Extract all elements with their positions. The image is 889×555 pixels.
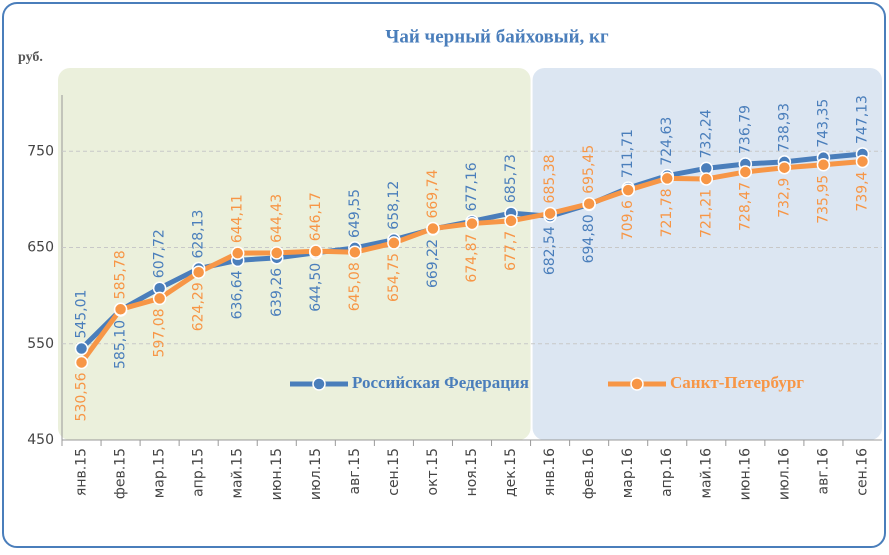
point <box>270 246 284 260</box>
point <box>621 183 635 197</box>
point <box>543 206 557 221</box>
point <box>113 302 128 317</box>
x-tick-label: янв.15 <box>74 448 90 496</box>
data-label: 677,7 <box>503 231 519 271</box>
point <box>660 171 674 186</box>
data-label: 724,63 <box>659 117 675 166</box>
data-label: 644,43 <box>269 194 285 243</box>
x-tick-label: янв.16 <box>542 448 558 496</box>
data-label: 685,73 <box>503 154 519 203</box>
x-tick-label: май.16 <box>698 448 714 499</box>
data-label: 649,55 <box>347 189 363 238</box>
legend-label: Санкт-Петербург <box>670 373 804 392</box>
y-tick-label: 450 <box>27 432 54 448</box>
point <box>230 246 245 260</box>
data-label: 639,26 <box>269 268 285 317</box>
data-label: 624,29 <box>191 282 207 331</box>
data-label: 732,9 <box>776 178 792 218</box>
point <box>504 214 518 228</box>
data-label: 709,6 <box>620 200 636 240</box>
y-tick-label: 650 <box>27 240 54 256</box>
data-label: 585,10 <box>113 320 129 369</box>
x-tick-label: апр.15 <box>191 448 207 497</box>
x-tick-label: дек.15 <box>503 448 519 497</box>
point <box>699 172 714 186</box>
x-tick-label: фев.16 <box>581 448 597 499</box>
legend-marker <box>630 377 644 391</box>
data-label: 728,47 <box>737 182 753 231</box>
point <box>738 165 753 179</box>
point <box>582 197 596 211</box>
chart-title: Чай черный байховый, кг <box>385 26 609 47</box>
data-label: 545,01 <box>74 290 90 339</box>
x-tick-label: май.15 <box>230 448 246 499</box>
point <box>152 291 167 306</box>
x-tick-label: мар.16 <box>620 448 636 498</box>
data-label: 739,4 <box>854 171 870 211</box>
data-label: 735,95 <box>815 175 831 224</box>
point <box>465 216 479 231</box>
point <box>348 245 362 259</box>
x-tick-label: окт.15 <box>425 448 441 495</box>
y-axis-label: руб. <box>18 50 43 65</box>
point <box>426 221 440 236</box>
data-label: 607,72 <box>152 229 168 278</box>
point <box>816 158 831 172</box>
data-label: 530,56 <box>74 372 90 421</box>
x-tick-label: мар.15 <box>152 448 168 498</box>
x-tick-label: сен.16 <box>854 448 870 496</box>
x-tick-label: фев.15 <box>113 448 129 499</box>
y-tick-label: 550 <box>27 336 54 352</box>
data-label: 585,78 <box>113 250 129 299</box>
data-label: 677,16 <box>464 162 480 211</box>
y-tick-label: 750 <box>27 143 54 159</box>
data-label: 644,50 <box>308 263 324 312</box>
data-label: 743,35 <box>815 99 831 148</box>
x-tick-label: июл.15 <box>308 448 324 500</box>
data-label: 628,13 <box>191 210 207 259</box>
data-label: 674,87 <box>464 234 480 283</box>
x-tick-label: авг.15 <box>347 448 363 494</box>
x-tick-label: сен.15 <box>386 448 402 496</box>
point <box>309 244 323 258</box>
x-tick-label: июн.16 <box>737 448 753 500</box>
legend-marker <box>312 377 326 391</box>
point <box>191 265 206 279</box>
data-label: 669,22 <box>425 239 441 288</box>
legend-label: Российская Федерация <box>352 373 529 392</box>
data-label: 669,74 <box>425 169 441 218</box>
data-label: 658,12 <box>386 181 402 230</box>
point <box>777 160 792 175</box>
x-tick-label: авг.16 <box>815 448 831 495</box>
x-tick-label: ноя.15 <box>464 448 480 496</box>
data-label: 685,38 <box>542 154 558 203</box>
data-label: 711,71 <box>620 129 636 178</box>
x-tick-label: июн.15 <box>269 448 285 500</box>
point <box>74 341 89 356</box>
data-label: 654,75 <box>386 253 402 302</box>
data-label: 645,08 <box>347 262 363 311</box>
data-label: 636,64 <box>230 270 246 319</box>
data-label: 721,21 <box>698 189 714 238</box>
x-tick-label: июл.16 <box>776 448 792 500</box>
data-label: 682,54 <box>542 226 558 275</box>
data-label: 721,78 <box>659 188 675 237</box>
data-label: 694,80 <box>581 214 597 263</box>
x-tick-label: апр.16 <box>659 448 675 497</box>
point <box>387 236 401 250</box>
data-label: 597,08 <box>152 308 168 357</box>
point <box>74 355 89 370</box>
point <box>855 154 870 169</box>
data-label: 738,93 <box>776 103 792 152</box>
data-label: 732,24 <box>698 109 714 158</box>
data-label: 644,11 <box>230 194 246 243</box>
data-label: 646,17 <box>308 192 324 241</box>
data-label: 695,45 <box>581 145 597 194</box>
data-label: 736,79 <box>737 105 753 154</box>
data-label: 747,13 <box>854 95 870 144</box>
